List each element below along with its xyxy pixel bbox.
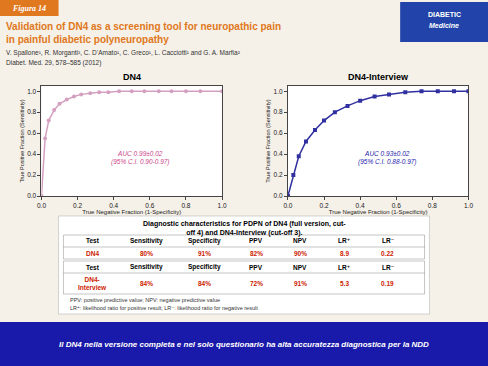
svg-text:Diagnostic characteristics for: Diagnostic characteristics for PDPN of D… — [143, 220, 346, 237]
svg-text:AUC 0.93±0.02(95% C.I. 0.88-0.: AUC 0.93±0.02(95% C.I. 0.88-0.97) — [358, 150, 417, 166]
svg-text:0.0: 0.0 — [37, 202, 46, 209]
svg-text:0.2: 0.2 — [274, 171, 283, 178]
svg-text:8.9: 8.9 — [340, 250, 349, 257]
svg-text:Test: Test — [86, 264, 100, 271]
svg-text:90%: 90% — [294, 250, 307, 257]
svg-text:0.4: 0.4 — [356, 202, 365, 209]
svg-text:84%: 84% — [140, 280, 153, 287]
svg-text:LR⁺: LR⁺ — [338, 264, 350, 271]
svg-text:Specificity: Specificity — [188, 263, 221, 271]
svg-text:DN4: DN4 — [86, 250, 99, 257]
svg-text:Sensitivity: Sensitivity — [130, 237, 163, 245]
svg-text:LR⁻: LR⁻ — [382, 237, 394, 244]
svg-text:DN4: DN4 — [123, 72, 141, 82]
svg-text:True Negative Fraction (1-Spec: True Negative Fraction (1-Specificity) — [329, 209, 428, 215]
svg-text:Specificity: Specificity — [188, 237, 221, 245]
svg-text:Il DN4 nella versione completa: Il DN4 nella versione completa e nel sol… — [59, 340, 429, 349]
svg-text:0.0: 0.0 — [274, 192, 283, 199]
svg-text:0.8: 0.8 — [181, 202, 190, 209]
svg-text:0.6: 0.6 — [145, 202, 154, 209]
svg-text:True Positive Fraction (Sensit: True Positive Fraction (Sensitivity) — [265, 99, 271, 182]
svg-text:0.2: 0.2 — [73, 202, 82, 209]
svg-text:84%: 84% — [198, 280, 211, 287]
svg-text:True Negative Fraction (1-Spec: True Negative Fraction (1-Specificity) — [82, 209, 181, 215]
svg-text:PPV: PPV — [249, 237, 263, 244]
svg-text:NPV: NPV — [293, 264, 307, 271]
svg-text:DN4-Interview: DN4-Interview — [348, 72, 409, 82]
svg-text:0.6: 0.6 — [392, 202, 401, 209]
svg-text:V. Spallone¹, R. Morganti², C.: V. Spallone¹, R. Morganti², C. D’Amato¹,… — [6, 49, 241, 57]
svg-text:1.0: 1.0 — [274, 88, 283, 95]
svg-text:0.22: 0.22 — [381, 250, 394, 257]
svg-text:LR⁺: likelihood ratio for posi: LR⁺: likelihood ratio for positive resul… — [70, 305, 258, 311]
svg-text:1.0: 1.0 — [27, 88, 36, 95]
svg-text:Medicine: Medicine — [429, 22, 459, 29]
svg-text:0.2: 0.2 — [27, 171, 36, 178]
svg-text:91%: 91% — [294, 280, 307, 287]
svg-text:LR⁺: LR⁺ — [338, 237, 350, 244]
svg-text:1.0: 1.0 — [218, 202, 227, 209]
svg-text:0.19: 0.19 — [381, 280, 394, 287]
svg-text:NPV: NPV — [293, 237, 307, 244]
svg-text:5.3: 5.3 — [340, 280, 349, 287]
svg-text:0.0: 0.0 — [27, 192, 36, 199]
svg-text:AUC 0.99±0.02(95% C.I. 0.90-0.: AUC 0.99±0.02(95% C.I. 0.90-0.97) — [111, 150, 170, 166]
svg-text:0.6: 0.6 — [27, 129, 36, 136]
svg-text:0.8: 0.8 — [27, 108, 36, 115]
svg-text:0.4: 0.4 — [109, 202, 118, 209]
svg-text:Test: Test — [86, 237, 100, 244]
svg-text:Figura 14: Figura 14 — [12, 4, 46, 13]
svg-text:0.4: 0.4 — [274, 150, 283, 157]
svg-text:PPV: positive predictive value: PPV: positive predictive value; NPV: neg… — [70, 297, 220, 303]
svg-text:0.2: 0.2 — [320, 202, 329, 209]
svg-text:0.8: 0.8 — [428, 202, 437, 209]
svg-text:91%: 91% — [198, 250, 211, 257]
svg-text:0.0: 0.0 — [283, 202, 292, 209]
svg-text:72%: 72% — [250, 280, 263, 287]
svg-text:PPV: PPV — [249, 264, 263, 271]
svg-text:Diabet. Med. 29, 578–585 (2012: Diabet. Med. 29, 578–585 (2012) — [6, 59, 101, 67]
svg-text:True Positive Fraction (Sensit: True Positive Fraction (Sensitivity) — [19, 99, 25, 182]
svg-text:0.6: 0.6 — [274, 129, 283, 136]
svg-text:Sensitivity: Sensitivity — [130, 263, 163, 271]
svg-text:82%: 82% — [250, 250, 263, 257]
svg-text:0.8: 0.8 — [274, 108, 283, 115]
svg-text:0.4: 0.4 — [27, 150, 36, 157]
svg-text:80%: 80% — [140, 250, 153, 257]
svg-text:DIABETIC: DIABETIC — [428, 11, 461, 18]
svg-text:Validation of DN4 as a screeni: Validation of DN4 as a screening tool fo… — [6, 21, 281, 45]
svg-text:LR⁻: LR⁻ — [382, 264, 394, 271]
svg-text:DN4-Interview: DN4-Interview — [78, 276, 107, 291]
svg-text:1.0: 1.0 — [464, 202, 473, 209]
